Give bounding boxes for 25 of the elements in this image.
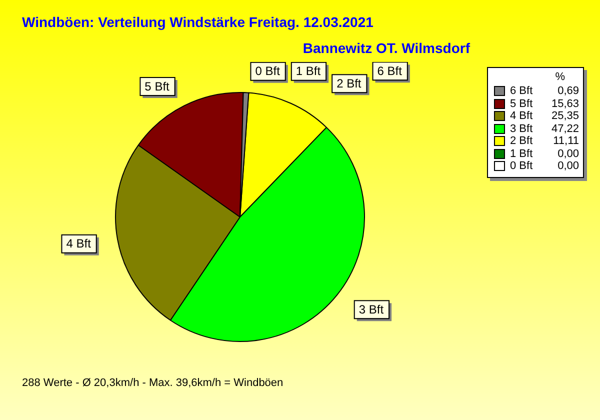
category-label: 1 Bft [510,148,533,160]
chart-subtitle: Bannewitz OT. Wilmsdorf [302,40,470,56]
slice-label: 3 Bft [358,302,384,316]
slice-label: 5 Bft [144,79,170,94]
legend-label: 2 Bft [510,135,534,148]
legend-label: 4 Bft [510,110,534,122]
legend-title: % [554,71,566,85]
legend-label: 6 Bft [510,85,534,98]
legend-label: 1 Bft [296,64,322,78]
data-label: 47,22 [551,122,579,135]
data-label: 15,63 [551,98,579,110]
legend-label: 5 Bft [510,98,534,110]
category-label: 6 Bft [377,64,402,78]
category-label: 0 Bft [255,64,280,78]
slice-label: 2 Bft [336,76,362,90]
slice-label: 4 Bft [66,236,92,251]
legend-label: 0 Bft [510,160,534,172]
data-label: 25,35 [551,110,579,122]
text: 0,00 [558,148,579,160]
text: 0,00 [558,160,579,172]
legend-label: 3 Bft [510,122,534,135]
text: 288 Werte - Ø 20,3km/h - Max. 39,6km/h = Windböen [22,377,284,389]
data-label: 0,69 [558,85,579,98]
data-label: 11,11 [553,135,579,148]
chart-title: Windböen: Verteilung Windstärke Freitag. 12.03.2021 [22,14,374,30]
